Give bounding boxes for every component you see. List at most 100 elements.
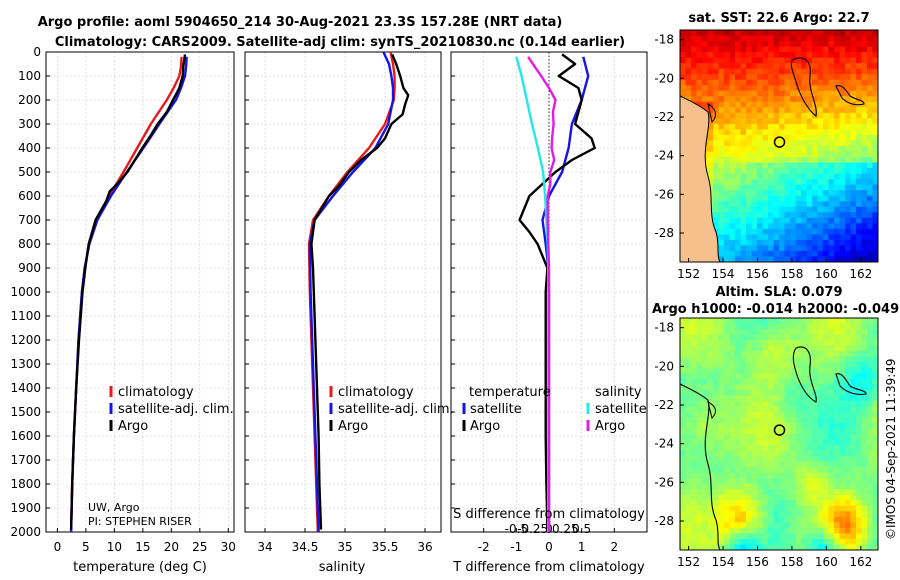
heatmap-cell (757, 400, 764, 407)
heatmap-cell (845, 351, 852, 358)
heatmap-cell (806, 250, 813, 258)
heatmap-cell (724, 217, 731, 224)
heatmap-cell (828, 323, 835, 330)
heatmap-cell (790, 217, 797, 224)
heatmap-cell (790, 439, 797, 446)
heatmap-cell (724, 112, 731, 119)
heatmap-cell (856, 400, 863, 407)
heatmap-cell (768, 101, 775, 108)
heatmap-cell (768, 250, 775, 258)
heatmap-cell (757, 157, 764, 164)
heatmap-cell (795, 168, 802, 175)
heatmap-cell (817, 489, 824, 496)
heatmap-cell (707, 494, 714, 501)
heatmap-cell (790, 168, 797, 175)
heatmap-cell (850, 340, 857, 347)
heatmap-cell (828, 461, 835, 468)
heatmap-cell (746, 483, 753, 490)
heatmap-cell (762, 118, 769, 125)
heatmap-cell (872, 395, 878, 402)
heatmap-cell (806, 533, 813, 540)
heatmap-cell (872, 389, 878, 396)
heatmap-cell (817, 129, 824, 136)
heatmap-cell (790, 489, 797, 496)
heatmap-cell (784, 334, 791, 341)
heatmap-cell (729, 461, 736, 468)
heatmap-cell (867, 223, 874, 230)
heatmap-cell (685, 318, 692, 325)
heatmap-cell (702, 63, 709, 70)
heatmap-cell (773, 46, 780, 53)
heatmap-cell (867, 217, 874, 224)
heatmap-cell (757, 201, 764, 208)
heatmap-cell (850, 467, 857, 474)
heatmap-cell (773, 57, 780, 64)
heatmap-cell (839, 101, 846, 108)
heatmap-cell (735, 201, 742, 208)
y-tick-label: 1400 (10, 381, 41, 395)
heatmap-cell (740, 52, 747, 59)
heatmap-cell (861, 345, 868, 352)
heatmap-cell (779, 356, 786, 363)
heatmap-cell (691, 417, 698, 424)
heatmap-cell (806, 483, 813, 490)
heatmap-cell (773, 527, 780, 535)
heatmap-cell (696, 505, 703, 512)
heatmap-cell (735, 511, 742, 518)
heatmap-cell (817, 239, 824, 247)
heatmap-cell (867, 340, 874, 347)
heatmap-cell (762, 101, 769, 108)
heatmap-cell (828, 439, 835, 446)
heatmap-cell (801, 168, 808, 175)
heatmap-cell (779, 334, 786, 341)
heatmap-cell (707, 57, 714, 64)
heatmap-cell (680, 472, 687, 479)
heatmap-cell (724, 527, 731, 535)
heatmap-cell (812, 96, 819, 103)
heatmap-cell (834, 129, 841, 136)
heatmap-cell (872, 461, 878, 468)
heatmap-cell (724, 533, 731, 540)
heatmap-cell (856, 323, 863, 330)
heatmap-cell (773, 362, 780, 369)
heatmap-cell (850, 30, 857, 37)
heatmap-cell (839, 478, 846, 485)
heatmap-cell (762, 206, 769, 213)
heatmap-cell (729, 516, 736, 523)
heatmap-cell (773, 30, 780, 37)
heatmap-cell (817, 57, 824, 64)
heatmap-cell (784, 434, 791, 441)
heatmap-cell (746, 334, 753, 341)
heatmap-cell (762, 57, 769, 64)
heatmap-cell (828, 544, 835, 550)
heatmap-cell (746, 85, 753, 92)
heatmap-cell (856, 494, 863, 501)
heatmap-cell (735, 250, 742, 258)
heatmap-cell (691, 511, 698, 518)
heatmap-cell (828, 256, 835, 262)
heatmap-cell (823, 206, 830, 213)
heatmap-cell (828, 35, 835, 42)
heatmap-cell (740, 511, 747, 518)
heatmap-cell (718, 384, 725, 391)
heatmap-cell (729, 118, 736, 125)
heatmap-cell (718, 134, 725, 142)
heatmap-cell (762, 461, 769, 468)
heatmap-cell (828, 411, 835, 419)
heatmap-cell (740, 362, 747, 369)
heatmap-cell (812, 223, 819, 230)
heatmap-cell (806, 516, 813, 523)
heatmap-cell (784, 234, 791, 241)
heatmap-cell (762, 217, 769, 224)
x-tick-label: 5 (82, 540, 90, 554)
heatmap-cell (718, 184, 725, 191)
heatmap-cell (839, 389, 846, 396)
heatmap-cell (779, 46, 786, 53)
heatmap-cell (850, 411, 857, 419)
heatmap-cell (790, 544, 797, 550)
heatmap-cell (729, 329, 736, 336)
heatmap-cell (685, 323, 692, 330)
heatmap-cell (856, 351, 863, 358)
heatmap-cell (812, 179, 819, 186)
heatmap-cell (685, 57, 692, 64)
